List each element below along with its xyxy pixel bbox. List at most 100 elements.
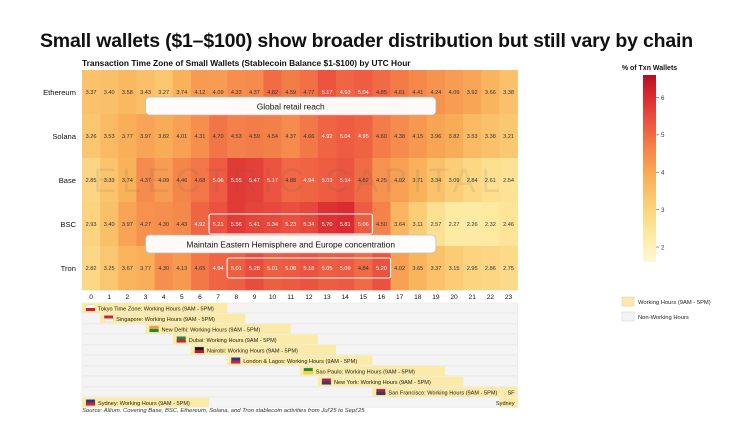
cell-value-label: 3.37 [86, 90, 97, 96]
cell-value-label: 4.95 [358, 134, 369, 140]
cell-value-label: 3.38 [485, 134, 496, 140]
cell-value-label: 3.37 [430, 266, 441, 272]
colorbar-tick-label: 5 [661, 132, 665, 139]
cell-value-label: 4.53 [231, 134, 242, 140]
heatmap-cell [154, 158, 174, 203]
heatmap-cell [82, 246, 101, 291]
x-tick-label: 8 [234, 294, 238, 301]
cell-value-label: 5.34 [303, 222, 314, 228]
x-tick-label: 0 [89, 294, 93, 301]
heatmap-cell [336, 158, 355, 203]
cell-value-label: 3.25 [104, 266, 115, 272]
x-tick-label: 7 [216, 294, 220, 301]
cell-value-label: 4.68 [195, 178, 206, 184]
cell-value-label: 3.97 [140, 134, 151, 140]
heatmap-cell [499, 70, 518, 115]
cell-value-label: 2.82 [86, 266, 97, 272]
heatmap-cell [499, 202, 518, 247]
india-flag-stripe [149, 329, 159, 332]
heatmap-cell [481, 114, 500, 159]
heatmap-cell [227, 158, 246, 203]
x-tick-label: 5 [180, 294, 184, 301]
heatmap-cell [481, 158, 500, 203]
cell-value-label: 4.60 [376, 134, 387, 140]
heatmap-cell [481, 246, 500, 291]
heatmap-cell [372, 246, 391, 291]
cell-value-label: 4.30 [158, 266, 169, 272]
heatmap-cell [100, 158, 119, 203]
timezone-row [81, 376, 518, 387]
cell-value-label: 4.30 [158, 222, 169, 228]
cell-value-label: 4.37 [249, 90, 260, 96]
heatmap-cell [245, 114, 264, 159]
japan-flag-stripe [86, 308, 95, 311]
cell-value-label: 3.40 [104, 222, 115, 228]
uk-nigeria-flag-stripe [231, 360, 241, 364]
timezone-label: Singapore: Working Hours (9AM - 5PM) [116, 317, 215, 323]
y-tick-label: BSC [60, 220, 76, 229]
x-tick-label: 21 [469, 294, 477, 301]
heatmap-cell [209, 114, 228, 159]
working-hours-bar [172, 334, 318, 345]
cell-value-label: 3.74 [122, 178, 133, 184]
colorbar-tick-label: 4 [661, 170, 665, 177]
heatmap-cell [354, 114, 373, 159]
cell-value-label: 3.26 [86, 134, 97, 140]
heatmap-cell [118, 158, 137, 203]
heatmap-cell [190, 246, 210, 291]
heatmap-cell [499, 246, 518, 291]
cell-value-label: 3.82 [158, 134, 169, 140]
x-tick-label: 6 [198, 294, 202, 301]
legend-swatch-nonworking [621, 311, 635, 322]
heatmap-cell [408, 158, 428, 203]
colorbar [643, 75, 656, 262]
heatmap-cell [408, 246, 428, 291]
cell-value-label: 4.54 [267, 134, 278, 140]
cell-value-label: 3.64 [394, 222, 405, 228]
cell-value-label: 5.01 [267, 266, 278, 272]
cell-value-label: 4.82 [267, 90, 278, 96]
cell-value-label: 4.38 [394, 134, 405, 140]
cell-value-label: 3.33 [104, 178, 115, 184]
cell-value-label: 5.55 [231, 178, 242, 184]
heatmap-cell [372, 114, 391, 159]
cell-value-label: 3.96 [430, 134, 441, 140]
cell-value-label: 5.09 [340, 266, 351, 272]
timezone-label: New York: Working Hours (9AM - 5PM) [334, 380, 431, 386]
cell-value-label: 2.85 [86, 178, 97, 184]
cell-value-label: 4.94 [303, 178, 314, 184]
timezone-label: London & Lagos: Working Hours (9AM - 5PM… [243, 359, 357, 365]
cell-value-label: 2.46 [503, 222, 514, 228]
cell-value-label: 4.66 [303, 134, 314, 140]
colorbar-tick-label: 6 [661, 95, 665, 102]
heatmap-cell [426, 246, 446, 291]
cell-value-label: 4.94 [213, 266, 224, 272]
cell-value-label: 4.27 [140, 222, 151, 228]
cell-value-label: 5.06 [358, 222, 369, 228]
colorbar-label: % of Txn Wallets [622, 65, 677, 72]
cell-value-label: 3.58 [122, 90, 133, 96]
cell-value-label: 5.23 [285, 222, 296, 228]
cell-value-label: 5.81 [340, 222, 351, 228]
cell-value-label: 4.33 [231, 90, 242, 96]
heatmap-cell [190, 114, 210, 159]
heatmap-cell [372, 158, 391, 203]
annotation-eastern: Maintain Eastern Hemisphere and Europe c… [186, 240, 395, 250]
heatmap-cell [100, 246, 119, 291]
cell-value-label: 4.93 [340, 90, 351, 96]
cell-value-label: 5.34 [267, 222, 278, 228]
cell-value-label: 4.31 [195, 134, 206, 140]
heatmap-cell [281, 114, 301, 159]
cell-value-label: 4.41 [412, 90, 423, 96]
working-hours-bar [100, 313, 246, 324]
cell-value-label: 3.53 [467, 134, 478, 140]
cell-value-label: 5.08 [285, 266, 296, 272]
annotation-retail: Global retail reach [257, 102, 325, 112]
legend-label-working: Working Hours (9AM - 5PM) [638, 300, 711, 306]
heatmap-cell [299, 158, 319, 203]
cell-value-label: 2.54 [503, 178, 514, 184]
x-tick-label: 12 [305, 294, 313, 301]
working-hours-bar [82, 303, 228, 313]
heatmap-cell [445, 114, 464, 159]
heatmap-cell [299, 114, 319, 159]
